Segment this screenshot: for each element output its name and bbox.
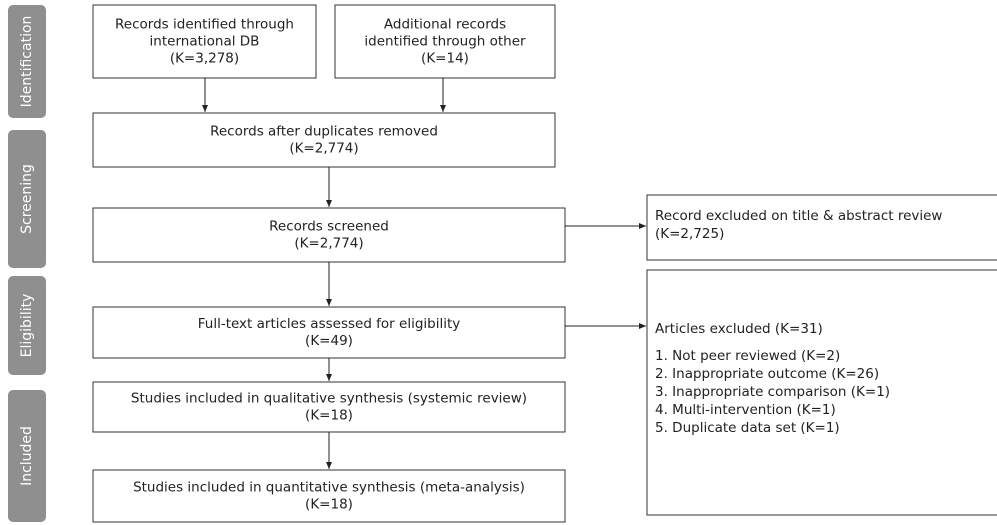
box-text: international DB [150,34,260,50]
flow-box [92,4,317,79]
flow-box [92,207,566,263]
flow-box [92,112,556,168]
box-text: (K=2,774) [294,236,363,252]
exclusion-text: 5. Duplicate data set (K=1) [655,420,840,436]
flow-box [92,306,566,359]
box-text: (K=14) [421,51,469,67]
box-text: Studies included in quantitative synthes… [133,480,525,496]
stage-label: Screening [19,164,35,234]
box-text: (K=49) [305,333,353,349]
stage-band [8,5,46,118]
exclusion-text: 2. Inappropriate outcome (K=26) [655,366,879,382]
exclusion-text: (K=2,725) [655,226,724,242]
box-text: Full-text articles assessed for eligibil… [198,316,461,332]
box-text: (K=18) [305,497,353,513]
exclusion-box [646,194,997,261]
stage-band [8,390,46,522]
stage-label: Included [19,426,35,486]
flow-box [92,469,566,523]
flow-box [92,381,566,433]
exclusion-box [646,269,997,516]
box-text: Records identified through [115,17,294,33]
box-text: (K=3,278) [170,51,239,67]
box-text: identified through other [364,34,526,50]
box-text: Additional records [384,17,506,33]
box-text: Records screened [269,219,389,235]
stage-band [8,276,46,375]
box-text: Studies included in qualitative synthesi… [131,391,527,407]
flow-box [334,4,556,79]
exclusion-text: 4. Multi-intervention (K=1) [655,402,836,418]
stage-label: Identification [19,16,35,108]
box-text: (K=18) [305,408,353,424]
arrows [202,78,646,469]
box-text: Records after duplicates removed [210,124,438,140]
stage-label: Eligibility [19,294,35,358]
exclusion-text: 3. Inappropriate comparison (K=1) [655,384,890,400]
exclusion-text: 1. Not peer reviewed (K=2) [655,348,840,364]
exclusion-text: Record excluded on title & abstract revi… [655,208,942,224]
box-text: (K=2,774) [289,141,358,157]
stage-band [8,130,46,268]
exclusion-text: Articles excluded (K=31) [655,321,823,337]
